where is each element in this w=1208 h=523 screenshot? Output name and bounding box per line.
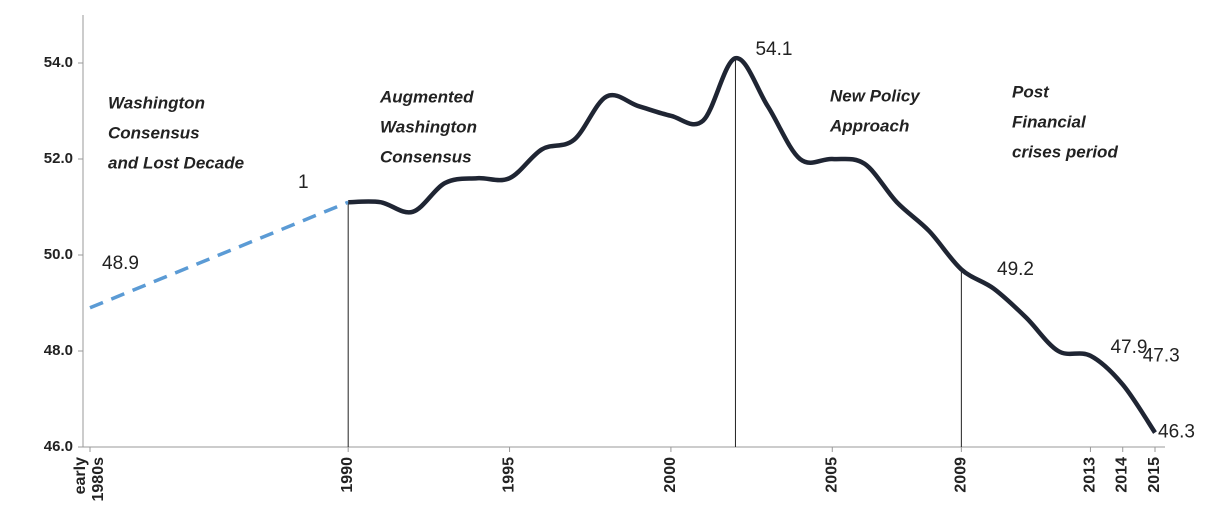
period-annotation: Consensus: [380, 147, 472, 166]
period-annotation: New Policy: [830, 86, 921, 105]
y-tick-label: 52.0: [44, 150, 73, 167]
period-annotation: Post: [1012, 82, 1050, 101]
x-tick-label: 2014: [1114, 457, 1131, 493]
y-tick-label: 50.0: [44, 246, 73, 263]
period-annotation: Augmented: [379, 87, 474, 106]
y-tick-label: 48.0: [44, 342, 73, 359]
point-annotation: 49.2: [997, 259, 1034, 280]
period-annotation: Washington: [108, 93, 205, 112]
period-annotation: Financial: [1012, 112, 1087, 131]
period-annotation: Washington: [380, 117, 477, 136]
value-label: 47.9: [1110, 337, 1147, 358]
value-label: 47.3: [1143, 346, 1180, 367]
y-tick-label: 54.0: [44, 54, 73, 71]
x-tick-label: 1995: [501, 457, 518, 493]
value-label: 46.3: [1158, 422, 1195, 443]
value-label: 54.1: [755, 39, 792, 60]
series-line: [89, 200, 349, 310]
period-annotation: Consensus: [108, 123, 200, 142]
x-tick-label: 2005: [823, 457, 840, 493]
x-tick-label: 1990: [339, 457, 356, 493]
period-annotation: and Lost Decade: [108, 153, 244, 172]
period-annotation: crises period: [1012, 142, 1118, 161]
series-line: [348, 55, 1157, 434]
x-tick-label: 2015: [1146, 457, 1163, 493]
value-label: 48.9: [102, 253, 139, 274]
x-tick-label: 2009: [953, 457, 970, 493]
x-tick-label: early1980s: [72, 457, 107, 502]
point-annotation: 1: [298, 172, 309, 193]
y-tick-label: 46.0: [44, 438, 73, 455]
x-tick-label: 2000: [662, 457, 679, 493]
x-tick-label: 2013: [1082, 457, 1099, 493]
period-annotation: Approach: [829, 116, 909, 135]
